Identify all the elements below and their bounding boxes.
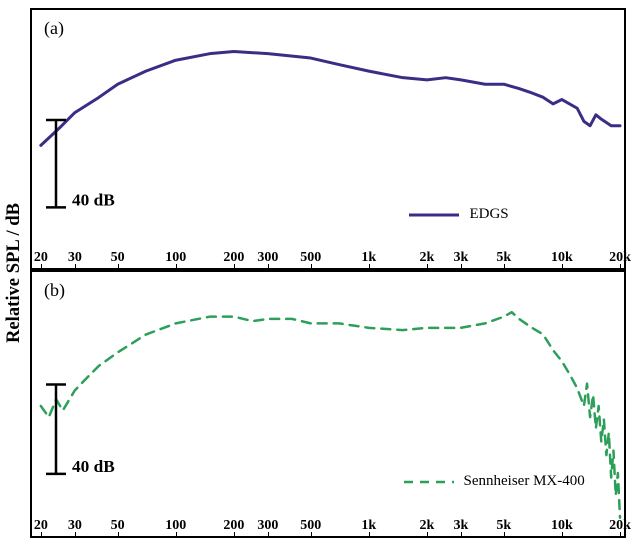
x-tick-label: 20k: [609, 518, 631, 534]
x-tick-label: 50: [111, 250, 125, 266]
x-tick-label: 2k: [420, 250, 435, 266]
legend-swatch: [407, 209, 461, 221]
x-tick-label: 50: [111, 518, 125, 534]
x-tick-label: 20k: [609, 250, 631, 266]
x-tick-label: 300: [257, 518, 278, 534]
y-axis-label: Relative SPL / dB: [3, 203, 25, 343]
x-tick-label: 500: [300, 518, 321, 534]
x-tick-label: 20: [34, 518, 48, 534]
x-tick-label: 100: [165, 518, 186, 534]
scalebar-label: 40 dB: [72, 457, 115, 476]
x-tick-label: 100: [165, 250, 186, 266]
panel-b-curve-svg: 40 dB: [32, 272, 628, 540]
scalebar-label: 40 dB: [72, 190, 115, 209]
panel-a: (a) 40 dB EDGS 20 30 50 100 200 300 500 1k 2k 3k 5…: [30, 8, 626, 270]
x-tick-label: 2k: [420, 518, 435, 534]
panel-b-label: (b): [44, 280, 65, 301]
panel-b: (b) 40 dB Sennheiser MX-400 20 30 50 100 200…: [30, 270, 626, 538]
panel-b-legend: Sennheiser MX-400: [402, 473, 585, 490]
x-tick-label: 3k: [454, 518, 469, 534]
legend-swatch: [402, 476, 456, 488]
panel-b-series-name: Sennheiser MX-400: [464, 473, 585, 490]
panel-a-label: (a): [44, 18, 64, 39]
x-tick-label: 10k: [551, 518, 573, 534]
x-tick-label: 200: [223, 518, 244, 534]
x-tick-label: 1k: [361, 518, 376, 534]
x-tick-label: 10k: [551, 250, 573, 266]
x-tick-label: 300: [257, 250, 278, 266]
x-tick-label: 200: [223, 250, 244, 266]
x-tick-label: 30: [68, 518, 82, 534]
x-tick-label: 5k: [496, 250, 511, 266]
panel-a-legend: EDGS: [407, 206, 508, 223]
x-tick-label: 30: [68, 250, 82, 266]
x-tick-label: 3k: [454, 250, 469, 266]
x-tick-label: 1k: [361, 250, 376, 266]
series-path: [41, 51, 620, 145]
x-tick-label: 5k: [496, 518, 511, 534]
panel-a-series-name: EDGS: [469, 206, 508, 223]
x-tick-label: 500: [300, 250, 321, 266]
x-tick-label: 20: [34, 250, 48, 266]
panel-a-curve-svg: 40 dB: [32, 10, 628, 272]
